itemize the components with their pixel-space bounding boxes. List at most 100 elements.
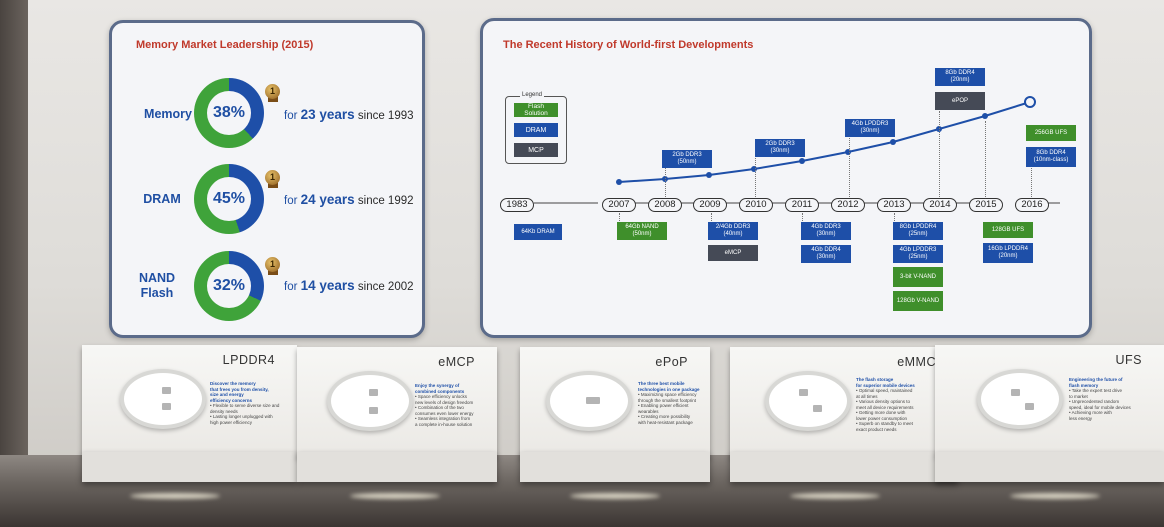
legend-flash-solution: Flash Solution — [514, 103, 558, 117]
legend-dram: DRAM — [514, 123, 558, 137]
tag-8gb-ddr4-20nm: 8Gb DDR4 (20nm) — [935, 68, 985, 86]
stand-base — [935, 452, 1164, 482]
chip-icon — [813, 405, 822, 412]
stand-title: eMCP — [438, 355, 475, 369]
stand-base — [520, 452, 710, 482]
tag-64kb-dram: 64Kb DRAM — [514, 224, 562, 240]
stand-description: The flash storage for superior mobile dev… — [856, 377, 915, 432]
connector-line — [619, 213, 620, 227]
tag-4gb-ddr3: 4Gb DDR3 (30nm) — [801, 222, 851, 240]
row-label: Memory — [144, 107, 192, 121]
tag-128gb-vnand: 128Gb V-NAND — [893, 291, 943, 311]
timeline-graphic — [534, 96, 1060, 204]
product-disc — [120, 369, 206, 429]
year-2011: 2011 — [785, 198, 819, 212]
stand-emmc: eMMC The flash storage for superior mobil… — [730, 347, 958, 457]
chip-icon — [369, 389, 378, 396]
tag-64gb-nand: 64Gb NAND (50nm) — [617, 222, 667, 240]
stand-lpddr4: LPDDR4 Discover the memory that frees you… — [82, 345, 297, 455]
tag-4gb-lpddr3-25nm: 4Gb LPDDR3 (25nm) — [893, 245, 943, 263]
trend-point — [799, 158, 805, 164]
chip-icon — [799, 389, 808, 396]
chip-icon — [1025, 403, 1034, 410]
tag-8gb-lpddr4: 8Gb LPDDR4 (25nm) — [893, 222, 943, 240]
trend-point — [616, 179, 622, 185]
stand-title: eMMC — [897, 355, 936, 369]
wall-edge — [0, 0, 28, 470]
memory-row: Memory 38% 1 for 23 years since 1993 — [112, 78, 422, 156]
year-2016: 2016 — [1015, 198, 1049, 212]
row-years-text: for 24 years since 1992 — [284, 192, 414, 207]
legend-title: Legend — [520, 92, 545, 98]
chip-icon — [586, 397, 600, 404]
year-2014: 2014 — [923, 198, 957, 212]
first-place-medal-icon: 1 — [265, 257, 280, 272]
tag-4gb-lpddr3-30nm: 4Gb LPDDR3 (30nm) — [845, 119, 895, 137]
first-place-medal-icon: 1 — [265, 84, 280, 99]
stand-description: Discover the memory that frees you from d… — [210, 381, 280, 425]
stand-emcp: eMCP Enjoy the synergy of combined compon… — [297, 347, 497, 457]
stand-base — [82, 452, 297, 482]
history-title: The Recent History of World-first Develo… — [503, 39, 754, 51]
nand-share-donut: 32% — [194, 251, 264, 321]
year-1983: 1983 — [500, 198, 534, 212]
year-2008: 2008 — [648, 198, 682, 212]
trend-point — [706, 172, 712, 178]
year-2013: 2013 — [877, 198, 911, 212]
connector-line — [802, 213, 803, 227]
shelf-light — [1010, 493, 1100, 499]
tag-8gb-ddr4-10nm: 8Gb DDR4 (10nm-class) — [1026, 147, 1076, 167]
tag-2gb-ddr3-30nm: 2Gb DDR3 (30nm) — [755, 139, 805, 157]
stand-description: The three best mobile technologies in one… — [638, 381, 700, 425]
tag-24gb-ddr3: 2/4Gb DDR3 (40nm) — [708, 222, 758, 240]
stand-description: Enjoy the synergy of combined components … — [415, 383, 474, 427]
market-leadership-panel: Memory Market Leadership (2015) Memory 3… — [109, 20, 425, 338]
connector-line — [755, 156, 756, 199]
first-place-medal-icon: 1 — [265, 170, 280, 185]
shelf-light — [570, 493, 660, 499]
connector-line — [711, 213, 712, 227]
shelf-light — [790, 493, 880, 499]
nand-flash-row: NAND Flash 32% 1 for 14 years since 2002 — [112, 251, 422, 329]
tag-2gb-ddr3-50nm: 2Gb DDR3 (50nm) — [662, 150, 712, 168]
product-disc — [765, 371, 851, 431]
tag-128gb-ufs: 128GB UFS — [983, 222, 1033, 238]
row-years-text: for 14 years since 2002 — [284, 278, 414, 293]
trend-line — [618, 101, 1031, 183]
year-2007: 2007 — [602, 198, 636, 212]
dram-share-donut: 45% — [194, 164, 264, 234]
donut-percent: 32% — [212, 277, 246, 294]
stand-base — [730, 452, 958, 482]
memory-share-donut: 38% — [194, 78, 264, 148]
world-first-history-panel: The Recent History of World-first Develo… — [480, 18, 1092, 338]
tag-3bit-vnand: 3-bit V-NAND — [893, 267, 943, 287]
chip-icon — [1011, 389, 1020, 396]
tag-4gb-ddr4: 4Gb DDR4 (30nm) — [801, 245, 851, 263]
connector-line — [985, 121, 986, 199]
connector-line — [894, 213, 895, 227]
year-2015: 2015 — [969, 198, 1003, 212]
legend-mcp: MCP — [514, 143, 558, 157]
stand-epop: ePoP The three best mobile technologies i… — [520, 347, 710, 457]
connector-line — [849, 136, 850, 199]
connector-line — [1031, 161, 1032, 199]
stand-title: LPDDR4 — [222, 353, 275, 367]
year-2012: 2012 — [831, 198, 865, 212]
chip-icon — [162, 387, 171, 394]
chip-icon — [162, 403, 171, 410]
row-label: NAND Flash — [138, 271, 176, 300]
dram-row: DRAM 45% 1 for 24 years since 1992 — [112, 164, 422, 242]
chip-icon — [369, 407, 378, 414]
stand-title: UFS — [1115, 353, 1142, 367]
row-years-text: for 23 years since 1993 — [284, 107, 414, 122]
stand-ufs: UFS Engineering the future of flash memor… — [935, 345, 1164, 455]
shelf-light — [350, 493, 440, 499]
row-label: DRAM — [143, 192, 181, 206]
product-disc — [977, 369, 1063, 429]
year-2009: 2009 — [693, 198, 727, 212]
trend-point — [982, 113, 988, 119]
tag-epop: ePOP — [935, 92, 985, 110]
connector-line — [939, 111, 940, 199]
product-disc — [546, 371, 632, 431]
connector-line — [665, 167, 666, 197]
